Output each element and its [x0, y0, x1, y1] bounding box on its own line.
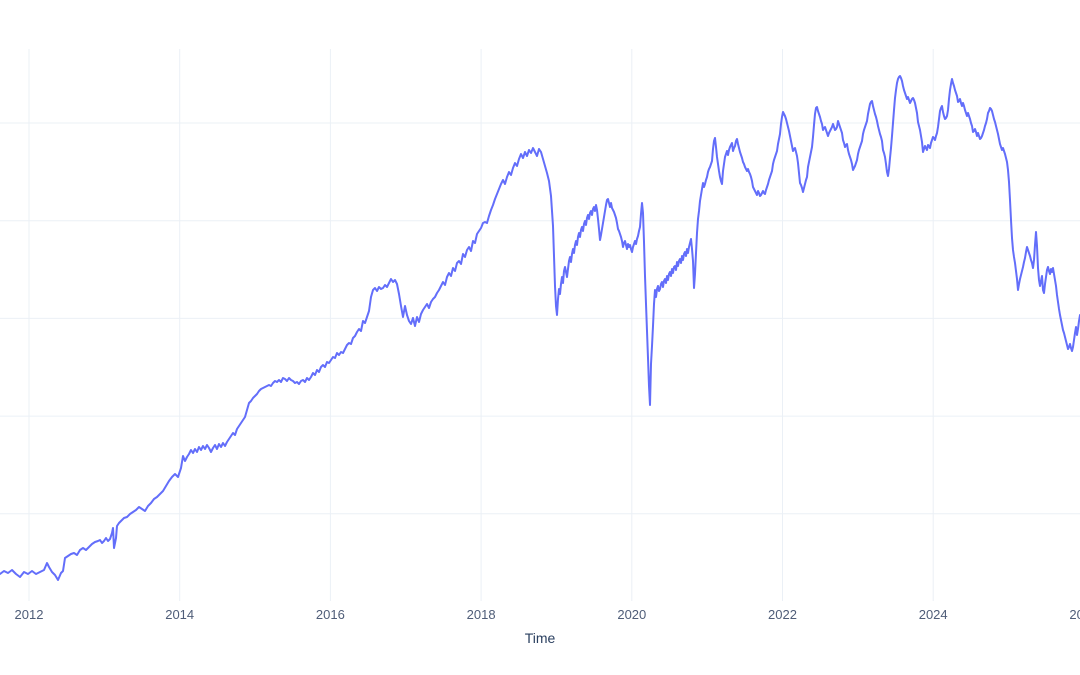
x-tick-label: 2024: [918, 607, 948, 622]
x-tick-label: 2018: [466, 607, 496, 622]
x-tick-label: 2012: [14, 607, 44, 622]
price-line: [0, 75, 1080, 581]
x-axis-title: Time: [524, 630, 556, 646]
x-tick-label: 2026: [1069, 607, 1080, 622]
x-tick-label: 2022: [768, 607, 797, 622]
x-tick-label: 2016: [315, 607, 345, 622]
x-tick-label: 2020: [617, 607, 647, 622]
x-tick-label: 2014: [165, 607, 195, 622]
